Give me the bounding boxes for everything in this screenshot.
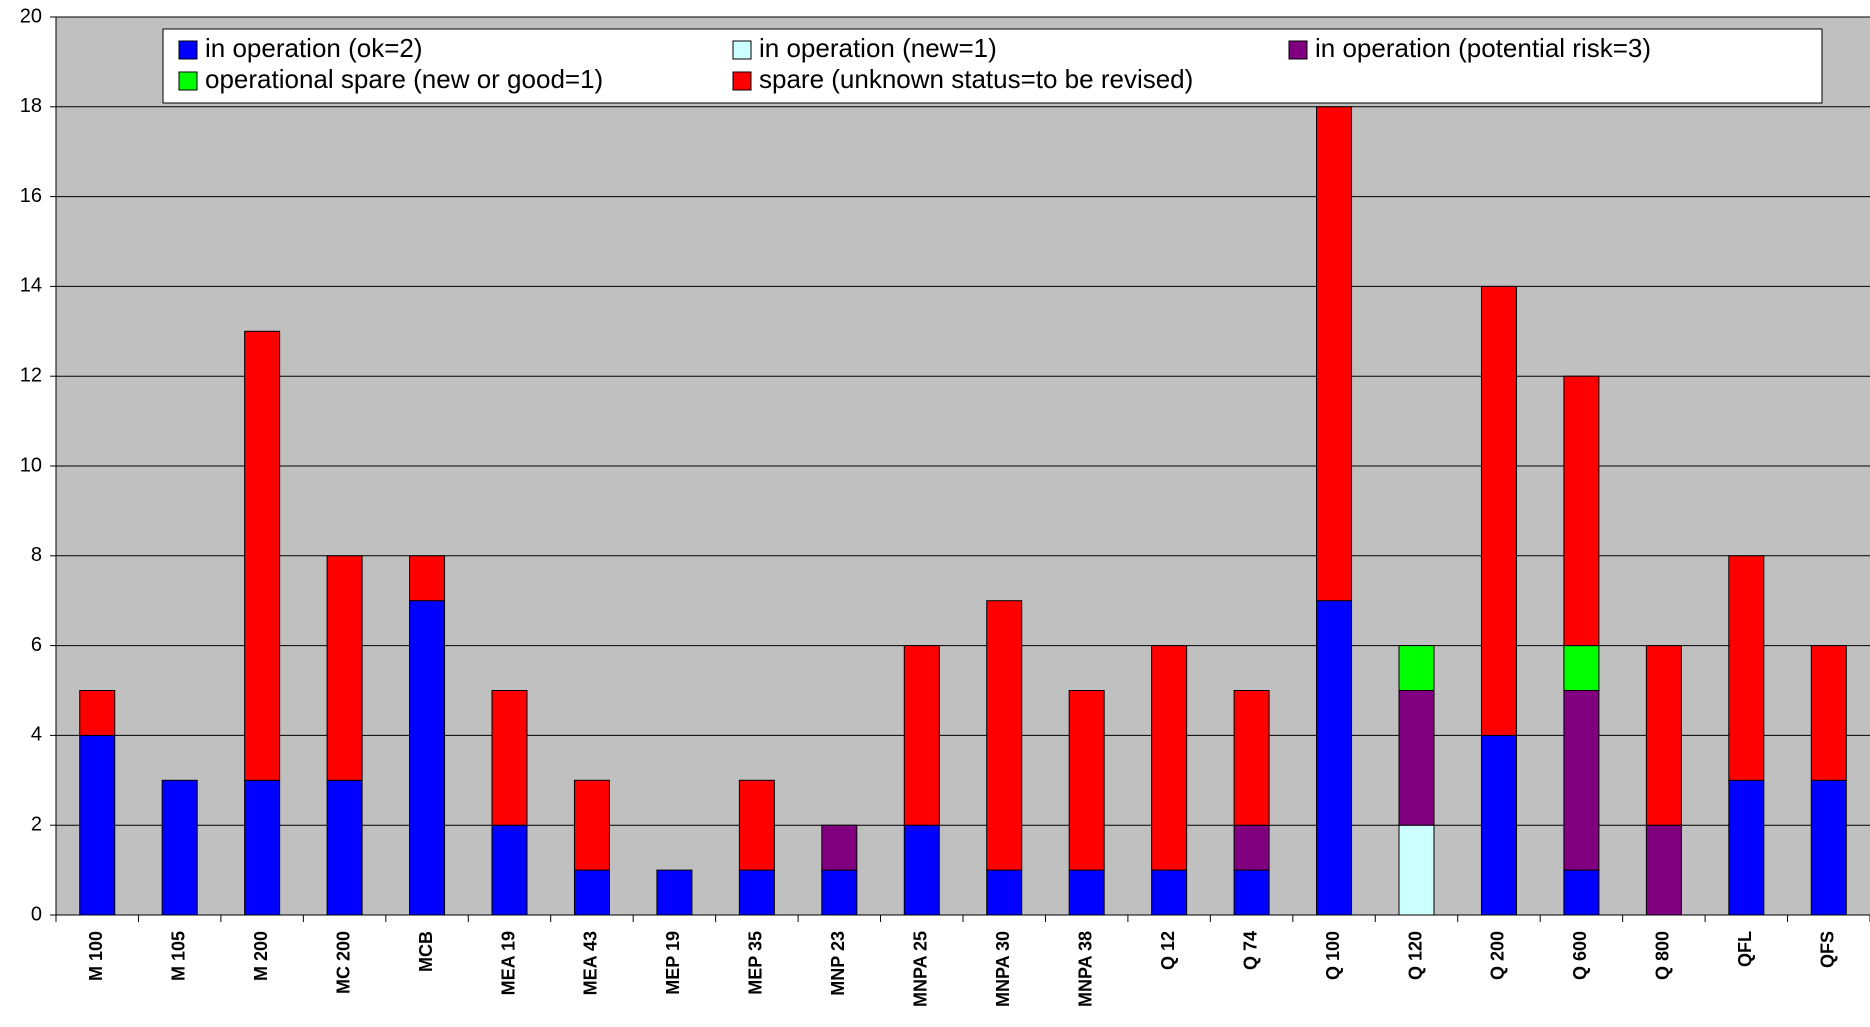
bar-segment: [1563, 645, 1600, 691]
x-tick-label: QFL: [1735, 931, 1755, 967]
bar-segment: [1151, 869, 1188, 916]
x-tick-label: Q 600: [1570, 931, 1590, 980]
bar-segment: [1480, 734, 1517, 916]
bar-segment: [1316, 106, 1353, 602]
bar-segment: [1728, 779, 1765, 916]
bar-segment: [1480, 285, 1517, 736]
bar-segment: [1068, 869, 1105, 916]
bar-segment: [573, 779, 610, 871]
legend-swatch: [178, 40, 198, 60]
y-tick-label: 6: [31, 634, 42, 656]
legend-label: in operation (potential risk=3): [1315, 33, 1651, 63]
bar-segment: [1645, 824, 1682, 916]
x-tick-label: MNPA 25: [911, 931, 931, 1007]
bar-segment: [821, 869, 858, 916]
bar-segment: [326, 779, 363, 916]
bar-segment: [1810, 645, 1847, 781]
x-tick-label: MEA 19: [498, 931, 518, 995]
bar-segment: [491, 824, 528, 916]
x-tick-label: MC 200: [333, 931, 353, 994]
x-tick-label: Q 74: [1240, 931, 1260, 970]
y-tick-label: 14: [20, 275, 42, 297]
bar-segment: [1728, 555, 1765, 781]
bar-segment: [1233, 824, 1270, 871]
legend-label: in operation (new=1): [759, 33, 997, 63]
x-tick-label: M 105: [168, 931, 188, 981]
x-tick-label: Q 120: [1405, 931, 1425, 980]
x-tick-label: MNP 23: [828, 931, 848, 996]
bar-segment: [738, 779, 775, 871]
legend-label: operational spare (new or good=1): [205, 64, 603, 94]
x-tick-label: MNPA 30: [993, 931, 1013, 1007]
y-tick-label: 0: [31, 903, 42, 925]
legend-box: [162, 28, 1823, 104]
x-tick-label: M 200: [251, 931, 271, 981]
bar-segment: [821, 824, 858, 871]
legend-swatch: [1288, 40, 1308, 60]
legend-label: in operation (ok=2): [205, 33, 423, 63]
x-tick-label: MCB: [416, 931, 436, 972]
y-tick-label: 18: [20, 95, 42, 117]
bar-segment: [1233, 869, 1270, 916]
bar-segment: [903, 645, 940, 826]
y-tick-label: 8: [31, 544, 42, 566]
bar-segment: [161, 779, 198, 916]
x-tick-label: Q 200: [1488, 931, 1508, 980]
legend-label: spare (unknown status=to be revised): [759, 64, 1193, 94]
x-tick-label: Q 12: [1158, 931, 1178, 970]
x-tick-label: MEP 35: [746, 931, 766, 995]
bar-segment: [79, 690, 116, 736]
x-tick-label: MEA 43: [581, 931, 601, 995]
y-tick-label: 10: [20, 454, 42, 476]
bar-segment: [738, 869, 775, 916]
y-tick-label: 16: [20, 185, 42, 207]
bar-segment: [409, 600, 446, 916]
x-tick-label: M 100: [86, 931, 106, 981]
bar-segment: [656, 869, 693, 916]
bar-segment: [326, 555, 363, 781]
y-tick-label: 2: [31, 813, 42, 835]
bar-segment: [1398, 645, 1435, 691]
bar-segment: [1151, 645, 1188, 871]
x-tick-label: Q 800: [1653, 931, 1673, 980]
bar-segment: [79, 734, 116, 916]
x-tick-label: QFS: [1818, 931, 1838, 968]
x-tick-label: Q 100: [1323, 931, 1343, 980]
y-tick-label: 12: [20, 364, 42, 386]
y-tick-label: 20: [20, 5, 42, 27]
bar-segment: [986, 869, 1023, 916]
bar-segment: [491, 690, 528, 826]
x-tick-label: MEP 19: [663, 931, 683, 995]
bar-segment: [1645, 645, 1682, 826]
bar-segment: [1563, 869, 1600, 916]
bar-segment: [1068, 690, 1105, 871]
bar-segment: [1810, 779, 1847, 916]
bar-segment: [244, 779, 281, 916]
legend-swatch: [732, 40, 752, 60]
y-tick-label: 4: [31, 724, 42, 746]
bar-segment: [1398, 690, 1435, 826]
bar-segment: [244, 330, 281, 781]
x-tick-label: MNPA 38: [1075, 931, 1095, 1007]
bar-segment: [1563, 375, 1600, 647]
bar-segment: [409, 555, 446, 602]
bar-segment: [1398, 824, 1435, 916]
bar-segment: [573, 869, 610, 916]
bar-segment: [1233, 690, 1270, 826]
bar-segment: [1563, 690, 1600, 871]
bar-segment: [903, 824, 940, 916]
legend-swatch: [732, 71, 752, 91]
bar-segment: [986, 600, 1023, 871]
bar-segment: [1316, 600, 1353, 916]
legend-swatch: [178, 71, 198, 91]
